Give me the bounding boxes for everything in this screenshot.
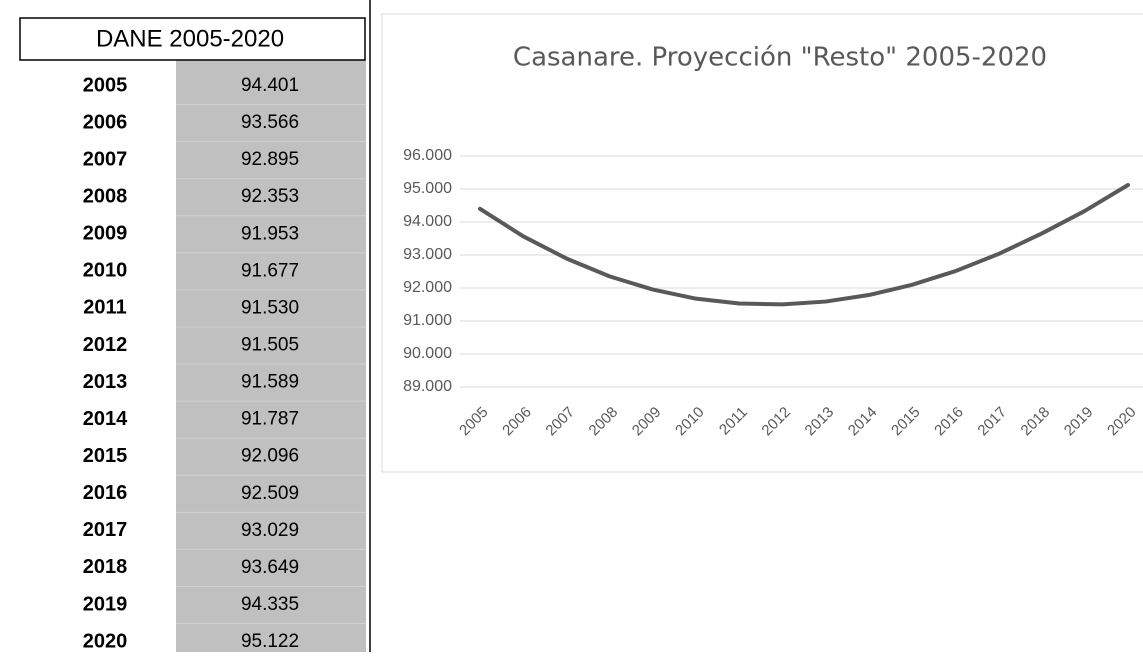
chart-title: Casanare. Proyección "Resto" 2005-2020 (513, 43, 1047, 73)
value-cell: 91.505 (241, 335, 299, 356)
value-cell: 94.401 (241, 75, 299, 96)
value-cell: 92.895 (241, 149, 299, 170)
year-cell: 2018 (83, 556, 128, 578)
table-header: DANE 2005-2020 (96, 25, 284, 52)
year-cell: 2012 (83, 334, 128, 356)
year-cell: 2013 (83, 371, 128, 393)
year-cell: 2014 (83, 408, 128, 430)
year-cell: 2006 (83, 111, 128, 133)
value-cell: 91.677 (241, 260, 299, 281)
chart-area (381, 13, 1143, 473)
year-cell: 2007 (83, 148, 128, 170)
value-cell: 92.509 (241, 483, 299, 504)
value-cell: 92.096 (241, 446, 299, 467)
value-cell: 91.589 (241, 372, 299, 393)
value-cell: 91.530 (241, 297, 299, 318)
year-cell: 2017 (83, 519, 128, 541)
year-cell: 2015 (83, 445, 128, 467)
value-cell: 94.335 (241, 594, 299, 615)
year-cell: 2019 (83, 593, 128, 615)
year-cell: 2016 (83, 482, 128, 504)
value-cell: 95.122 (241, 631, 299, 652)
value-cell: 92.353 (241, 186, 299, 207)
year-cell: 2020 (83, 630, 128, 652)
y-tick-label: 91.000 (403, 312, 452, 329)
value-cell: 91.953 (241, 223, 299, 244)
value-cell: 93.649 (241, 557, 299, 578)
series-line (478, 182, 1130, 307)
value-column-bg (176, 60, 366, 652)
year-cell: 2005 (83, 74, 128, 96)
y-tick-label: 96.000 (403, 147, 452, 164)
y-tick-label: 94.000 (403, 213, 452, 230)
value-cell: 93.029 (241, 520, 299, 541)
year-cell: 2011 (83, 297, 126, 319)
year-cell: 2009 (83, 223, 128, 245)
y-tick-label: 92.000 (403, 279, 452, 296)
header-cell (19, 17, 366, 61)
y-tick-label: 90.000 (403, 345, 452, 362)
y-tick-label: 89.000 (403, 378, 452, 395)
value-cell: 93.566 (241, 112, 299, 133)
value-cell: 91.787 (241, 409, 299, 430)
y-tick-label: 93.000 (403, 246, 452, 263)
year-cell: 2008 (83, 185, 128, 207)
y-tick-label: 95.000 (403, 180, 452, 197)
year-cell: 2010 (83, 260, 128, 282)
